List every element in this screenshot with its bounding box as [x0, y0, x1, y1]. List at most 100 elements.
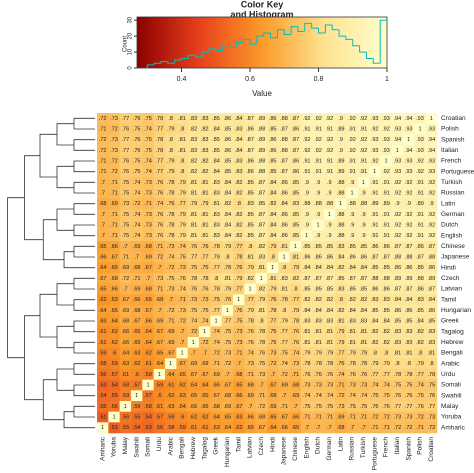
heatmap-cell	[391, 123, 404, 135]
heatmap-cell	[119, 283, 132, 295]
heatmap-cell	[278, 145, 290, 156]
key-gradient	[205, 17, 210, 68]
cell-label: .92	[427, 212, 435, 218]
heatmap-cell	[267, 187, 279, 199]
heatmap-cell	[267, 262, 279, 274]
heatmap-cell	[369, 390, 381, 402]
key-gradient	[290, 17, 294, 68]
heatmap-cell	[369, 369, 381, 380]
cell-label: .68	[99, 201, 107, 207]
key-gradient	[362, 17, 366, 68]
cell-label: .79	[348, 350, 356, 356]
cell-label: .83	[359, 318, 367, 324]
key-gradient	[243, 17, 247, 68]
key-gradient	[140, 17, 144, 68]
cell-label: .71	[359, 414, 367, 420]
cell-label: .87	[246, 137, 254, 143]
cell-label: .71	[99, 126, 107, 132]
heatmap-cell	[414, 411, 426, 423]
cell-label: .64	[201, 382, 209, 388]
heatmap-cell	[312, 230, 324, 242]
heatmap-cell	[221, 273, 234, 284]
cell-label: .73	[155, 276, 163, 282]
heatmap-cell	[210, 219, 222, 231]
cell-label: .71	[110, 212, 118, 218]
key-gradient	[299, 17, 304, 68]
cell-label: .82	[246, 276, 254, 282]
cell-label: .77	[223, 318, 231, 324]
cell-label: .76	[121, 126, 129, 132]
cell-label: .93	[371, 137, 379, 143]
heatmap-cell	[176, 187, 188, 199]
cell-label: .68	[110, 276, 118, 282]
heatmap-cell	[403, 305, 415, 316]
key-gradient	[377, 17, 382, 68]
cell-label: .9	[395, 201, 400, 207]
cell-label: .87	[246, 148, 254, 154]
heatmap-cell	[346, 241, 358, 252]
key-gradient	[315, 17, 319, 68]
cell-label: .67	[99, 276, 107, 282]
cell-label: .87	[405, 286, 413, 292]
heatmap-cell	[335, 294, 347, 306]
cell-label: .67	[223, 382, 231, 388]
cell-label: .66	[110, 244, 118, 250]
cell-label: .84	[212, 126, 220, 132]
cell-label: .76	[291, 340, 299, 346]
heatmap-cell	[153, 187, 166, 199]
cell-label: .9	[316, 180, 321, 186]
cell-label: .82	[325, 297, 333, 303]
cell-label: .89	[416, 201, 424, 207]
cell-label: .51	[99, 414, 107, 420]
cell-label: .81	[314, 340, 322, 346]
cell-label: .86	[269, 148, 277, 154]
cell-label: .7	[157, 308, 162, 314]
cell-label: .83	[189, 137, 197, 143]
heatmap-cell	[403, 123, 415, 135]
cell-label: .84	[325, 308, 333, 314]
cell-label: .81	[189, 233, 197, 239]
heatmap-cell	[119, 166, 132, 178]
heatmap-cell	[369, 187, 381, 199]
histogram-step	[304, 22, 312, 32]
cell-label: .87	[257, 190, 265, 196]
heatmap-cell	[199, 209, 211, 220]
cell-label: .69	[291, 393, 299, 399]
cell-label: .91	[371, 180, 379, 186]
histogram-step	[187, 54, 196, 59]
heatmap-cell	[255, 422, 268, 434]
heatmap-cell	[199, 251, 211, 263]
heatmap-cell	[289, 369, 302, 380]
heatmap-cell	[346, 283, 358, 295]
heatmap-cell	[233, 155, 245, 167]
heatmap-cell	[380, 155, 392, 167]
heatmap-cell	[131, 379, 143, 391]
cell-label: .94	[405, 116, 413, 122]
cell-label: .84	[223, 190, 231, 196]
cell-label: .72	[167, 265, 175, 271]
cell-label: .6	[157, 393, 162, 399]
row-label: Polish	[441, 126, 459, 133]
cell-label: .78	[155, 148, 163, 154]
heatmap-cell	[176, 337, 188, 348]
cell-label: .81	[337, 318, 345, 324]
cell-label: .86	[371, 286, 379, 292]
heatmap-cell	[165, 198, 177, 210]
heatmap-cell	[357, 422, 370, 434]
cell-label: .79	[314, 350, 322, 356]
heatmap-cell	[267, 145, 279, 156]
heatmap-cell	[312, 401, 324, 412]
cell-label: .8	[384, 350, 389, 356]
column-label: Chinese	[292, 437, 299, 461]
cell-label: .94	[427, 137, 435, 143]
heatmap-cell	[131, 241, 143, 252]
heatmap-cell	[244, 305, 256, 316]
cell-label: .71	[291, 372, 299, 378]
heatmap-cell	[380, 305, 392, 316]
heatmap-cell	[199, 294, 211, 306]
cell-label: .9	[316, 190, 321, 196]
cell-label: .71	[144, 201, 152, 207]
cell-label: 1	[101, 425, 104, 431]
heatmap-cell	[210, 294, 222, 306]
row-label: English	[441, 232, 463, 239]
